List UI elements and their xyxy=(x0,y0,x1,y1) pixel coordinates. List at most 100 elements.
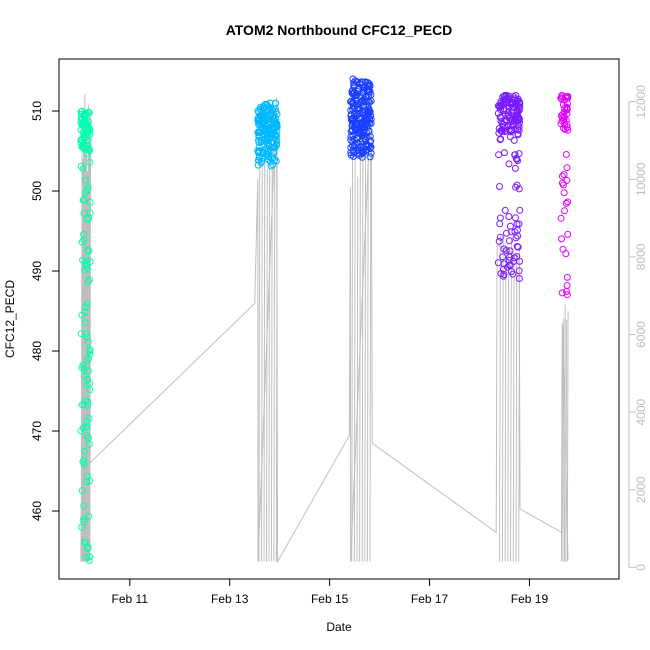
data-point xyxy=(80,515,87,523)
data-point xyxy=(362,136,370,144)
data-point xyxy=(564,230,572,238)
data-point xyxy=(273,132,281,140)
data-point xyxy=(85,512,93,520)
data-point xyxy=(83,333,91,341)
altitude-trace xyxy=(80,93,569,564)
data-point xyxy=(509,120,517,128)
data-point xyxy=(81,539,89,547)
x-tick-label: Feb 11 xyxy=(112,592,149,606)
data-point xyxy=(86,209,94,217)
data-point xyxy=(502,92,510,100)
data-point xyxy=(505,237,513,245)
data-point xyxy=(513,243,521,250)
data-point xyxy=(360,90,367,97)
data-point xyxy=(77,427,85,435)
data-point xyxy=(84,375,91,383)
data-point xyxy=(86,477,94,485)
data-point xyxy=(367,97,375,105)
data-point xyxy=(273,122,280,130)
data-point xyxy=(359,149,367,157)
data-point xyxy=(83,432,91,440)
data-point xyxy=(82,303,89,311)
data-point xyxy=(84,355,92,363)
data-point xyxy=(86,147,94,155)
y-tick-label: 500 xyxy=(30,181,44,201)
data-point xyxy=(79,196,87,204)
data-point xyxy=(505,256,513,264)
data-point xyxy=(254,161,262,169)
data-point xyxy=(79,458,87,466)
data-point xyxy=(273,137,281,145)
data-point xyxy=(272,119,280,127)
data-point xyxy=(77,139,85,147)
data-point xyxy=(499,253,507,261)
data-point xyxy=(259,130,267,137)
data-point xyxy=(504,94,512,102)
data-point xyxy=(84,246,92,254)
data-point xyxy=(86,350,94,358)
data-point xyxy=(77,110,85,118)
data-point xyxy=(347,151,355,159)
chart-title: ATOM2 Northbound CFC12_PECD xyxy=(226,22,453,38)
data-point xyxy=(367,137,375,145)
data-point xyxy=(515,220,523,228)
data-point xyxy=(86,198,94,206)
y2-tick-label: 12000 xyxy=(634,85,648,119)
data-point xyxy=(564,198,572,206)
data-point xyxy=(267,162,275,170)
data-point xyxy=(82,330,90,338)
data-point xyxy=(262,145,270,153)
data-point xyxy=(359,129,367,137)
data-point xyxy=(562,199,570,207)
data-point xyxy=(79,118,87,126)
data-point xyxy=(561,121,569,129)
data-point xyxy=(363,98,371,106)
data-point xyxy=(264,121,272,129)
data-point xyxy=(511,95,519,103)
data-point xyxy=(84,278,92,285)
altitude-profile xyxy=(499,235,520,562)
data-point xyxy=(559,111,567,119)
data-point xyxy=(257,138,265,146)
data-point xyxy=(561,113,568,121)
data-point xyxy=(269,138,277,146)
data-point xyxy=(85,124,93,132)
data-points xyxy=(77,75,572,564)
data-point xyxy=(510,136,518,144)
y2-tick-label: 0 xyxy=(634,564,648,571)
y-tick-label: 510 xyxy=(30,101,44,121)
data-point xyxy=(265,103,273,111)
data-point xyxy=(272,115,280,122)
data-point xyxy=(78,401,86,409)
data-point xyxy=(256,128,264,136)
data-point xyxy=(84,183,92,191)
data-point xyxy=(84,367,92,375)
data-point xyxy=(80,365,88,373)
y-axis-left: 460 470 480 490 500 510 xyxy=(30,101,59,521)
data-point xyxy=(255,144,263,151)
data-point xyxy=(268,126,276,134)
data-point xyxy=(560,189,568,197)
data-point xyxy=(494,259,502,267)
data-point xyxy=(501,128,509,135)
data-point xyxy=(84,398,92,406)
data-point xyxy=(86,386,94,394)
data-point xyxy=(255,121,263,129)
data-point xyxy=(348,87,356,95)
data-point xyxy=(254,118,262,126)
data-point xyxy=(563,164,571,172)
data-point xyxy=(81,145,89,153)
data-point xyxy=(81,308,89,316)
data-point xyxy=(85,247,93,255)
x-tick-label: Feb 19 xyxy=(511,592,549,606)
y-tick-label: 460 xyxy=(30,501,44,521)
data-point xyxy=(498,120,506,127)
data-point xyxy=(255,148,263,155)
data-point xyxy=(358,153,366,161)
data-point xyxy=(508,109,516,117)
y2-tick-label: 2000 xyxy=(634,476,648,503)
data-point xyxy=(563,282,571,289)
data-point xyxy=(265,115,272,123)
data-point xyxy=(515,185,523,193)
data-point xyxy=(501,206,509,214)
